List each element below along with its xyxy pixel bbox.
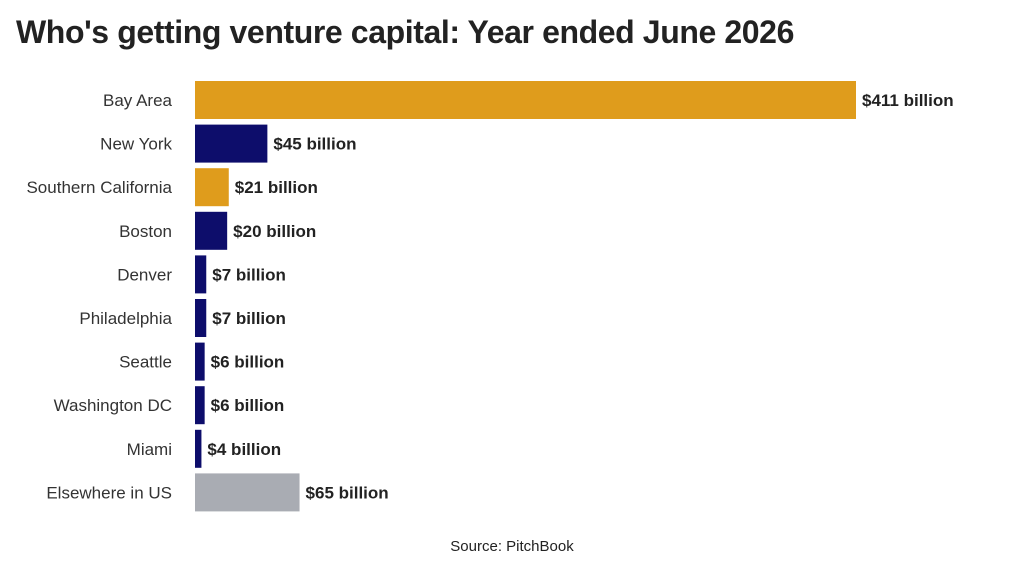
bar [195,81,856,119]
value-label: $7 billion [212,265,286,284]
category-label: Boston [119,222,172,241]
value-label: $411 billion [862,91,954,110]
bar [195,124,268,163]
value-label: $6 billion [211,396,285,415]
category-label: Bay Area [103,91,173,110]
value-label: $45 billion [273,135,356,154]
chart-title: Who's getting venture capital: Year ende… [16,14,794,50]
value-label: $65 billion [306,483,389,502]
bar [195,473,300,512]
bar [195,255,207,294]
value-label: $4 billion [207,440,281,459]
category-label: New York [100,135,172,154]
category-label: Seattle [119,353,172,372]
source-note: Source: PitchBook [450,538,574,555]
value-label: $6 billion [211,353,285,372]
bar [195,386,205,425]
category-label: Southern California [26,178,172,197]
category-label: Miami [127,440,172,459]
bar [195,211,228,250]
bar [195,342,205,381]
category-label: Washington DC [54,396,172,415]
value-label: $7 billion [212,309,286,328]
category-label: Elsewhere in US [46,483,172,502]
bar [195,299,207,337]
category-label: Philadelphia [79,309,172,328]
value-label: $21 billion [235,178,318,197]
bar [195,429,202,468]
category-label: Denver [117,265,172,284]
value-label: $20 billion [233,222,316,241]
bar [195,168,229,207]
